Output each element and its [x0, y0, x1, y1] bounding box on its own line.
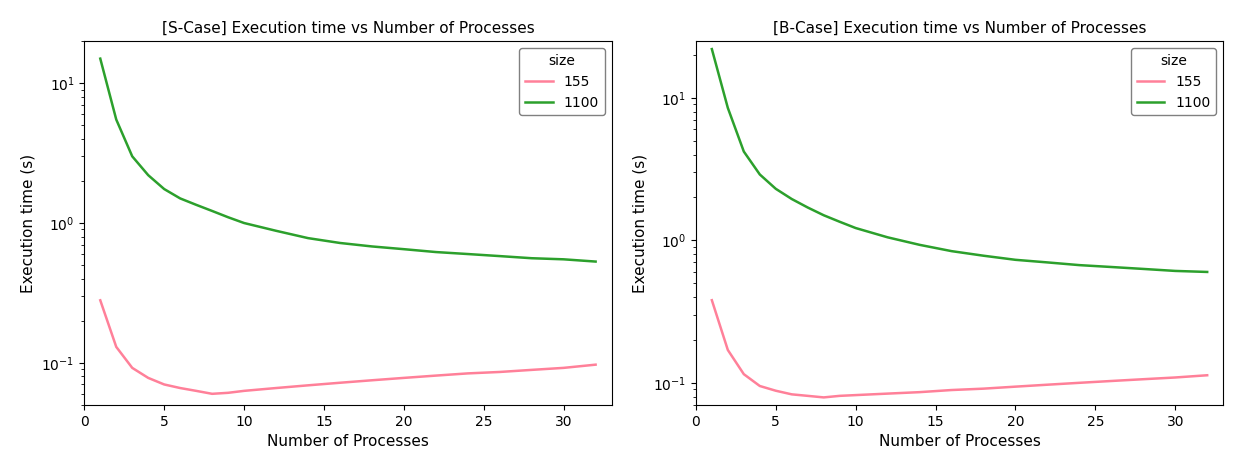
155	[189, 388, 204, 394]
Line: 1100: 1100	[712, 49, 1207, 272]
155	[1168, 375, 1183, 380]
1100	[784, 196, 799, 202]
155	[977, 386, 991, 392]
1100	[588, 259, 603, 265]
155	[848, 392, 863, 398]
1100	[236, 220, 251, 226]
1100	[753, 172, 768, 177]
1100	[124, 154, 139, 159]
155	[1103, 378, 1118, 384]
155	[493, 369, 508, 375]
1100	[428, 249, 443, 255]
155	[205, 391, 220, 397]
155	[912, 389, 927, 395]
1100	[1136, 266, 1151, 272]
155	[460, 370, 475, 376]
1100	[944, 248, 959, 254]
155	[832, 393, 847, 399]
1100	[332, 240, 347, 246]
155	[588, 362, 603, 368]
1100	[205, 208, 220, 214]
Y-axis label: Execution time (s): Execution time (s)	[21, 154, 36, 293]
155	[816, 395, 831, 400]
155	[736, 371, 751, 377]
155	[784, 392, 799, 397]
155	[173, 385, 188, 391]
Legend: 155, 1100: 155, 1100	[520, 48, 605, 115]
155	[269, 385, 284, 391]
155	[944, 387, 959, 393]
1100	[1199, 269, 1214, 275]
Title: [B-Case] Execution time vs Number of Processes: [B-Case] Execution time vs Number of Pro…	[773, 21, 1146, 36]
1100	[848, 225, 863, 231]
155	[236, 388, 251, 394]
155	[556, 365, 571, 371]
X-axis label: Number of Processes: Number of Processes	[267, 434, 429, 449]
1100	[977, 253, 991, 258]
1100	[301, 235, 316, 241]
1100	[141, 172, 156, 178]
1100	[736, 149, 751, 154]
155	[1008, 384, 1023, 390]
155	[881, 391, 896, 396]
155	[769, 388, 784, 393]
1100	[816, 212, 831, 218]
155	[124, 365, 139, 371]
1100	[832, 219, 847, 225]
1100	[1040, 259, 1055, 265]
1100	[93, 56, 108, 62]
1100	[556, 257, 571, 262]
1100	[881, 235, 896, 240]
155	[753, 383, 768, 389]
155	[1136, 376, 1151, 382]
1100	[269, 228, 284, 234]
1100	[220, 214, 235, 220]
1100	[769, 186, 784, 192]
Line: 1100: 1100	[101, 59, 596, 262]
Line: 155: 155	[101, 300, 596, 394]
155	[1199, 372, 1214, 378]
1100	[720, 105, 735, 111]
155	[720, 347, 735, 353]
1100	[189, 202, 204, 208]
1100	[1103, 264, 1118, 270]
155	[1040, 382, 1055, 388]
1100	[1168, 268, 1183, 274]
155	[108, 344, 123, 350]
155	[704, 298, 719, 303]
1100	[1072, 262, 1087, 268]
155	[141, 375, 156, 381]
Title: [S-Case] Execution time vs Number of Processes: [S-Case] Execution time vs Number of Pro…	[162, 21, 535, 36]
1100	[493, 253, 508, 259]
1100	[524, 255, 539, 261]
1100	[157, 186, 172, 192]
155	[93, 298, 108, 303]
155	[157, 382, 172, 387]
155	[332, 380, 347, 385]
155	[800, 393, 815, 399]
155	[220, 390, 235, 396]
1100	[364, 243, 379, 249]
1100	[108, 117, 123, 122]
1100	[397, 246, 412, 252]
Y-axis label: Execution time (s): Execution time (s)	[632, 154, 647, 293]
155	[428, 373, 443, 378]
1100	[173, 196, 188, 201]
1100	[800, 205, 815, 211]
1100	[460, 251, 475, 257]
155	[524, 367, 539, 373]
1100	[1008, 257, 1023, 263]
1100	[704, 46, 719, 52]
155	[364, 377, 379, 383]
155	[301, 383, 316, 388]
Line: 155: 155	[712, 300, 1207, 398]
1100	[912, 242, 927, 248]
X-axis label: Number of Processes: Number of Processes	[878, 434, 1040, 449]
155	[397, 375, 412, 381]
155	[1072, 380, 1087, 386]
Legend: 155, 1100: 155, 1100	[1131, 48, 1217, 115]
